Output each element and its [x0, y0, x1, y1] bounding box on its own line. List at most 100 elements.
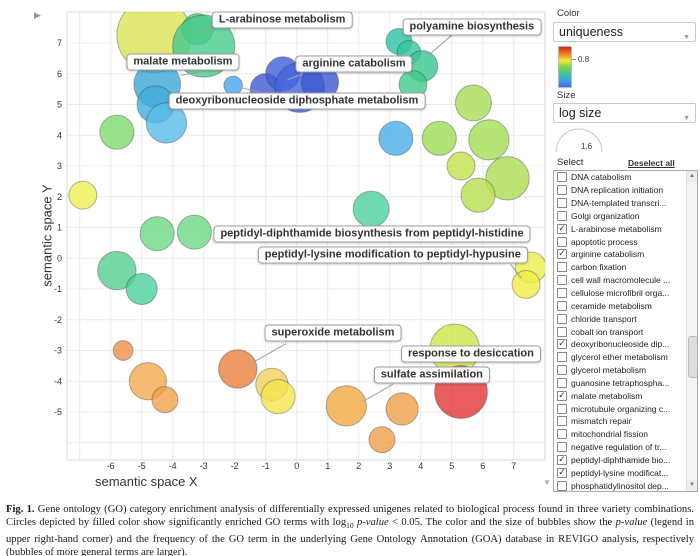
term-callout-label[interactable]: deoxyribonucleoside diphosphate metaboli… — [168, 92, 426, 110]
go-term-list-item[interactable]: cellulose microfibril orga... — [554, 287, 697, 300]
deselect-all-link[interactable]: Deselect all — [628, 158, 675, 168]
go-term-bubble[interactable] — [421, 120, 457, 156]
go-term-list-item[interactable]: ✓ malate metabolism — [554, 389, 697, 402]
go-term-bubble[interactable] — [125, 273, 158, 305]
checkbox-icon[interactable] — [557, 288, 567, 299]
checkbox-icon[interactable] — [557, 326, 567, 337]
checkbox-icon[interactable] — [557, 236, 567, 247]
go-term-list-item[interactable]: ✓ arginine catabolism — [554, 248, 697, 261]
go-term-bubble[interactable] — [468, 119, 510, 161]
go-term-list-item[interactable]: ✓ peptidyl-lysine modificat... — [554, 466, 697, 479]
checkbox-icon[interactable] — [557, 172, 567, 183]
checkbox-icon[interactable] — [557, 365, 567, 376]
term-callout-label[interactable]: response to desiccation — [400, 345, 541, 363]
go-term-list-item[interactable]: phosphatidylinositol dep... — [554, 479, 697, 491]
go-term-list-item[interactable]: cell wall macromolecule ... — [554, 274, 697, 287]
go-term-bubble[interactable] — [218, 349, 258, 389]
go-term-bubble[interactable] — [385, 392, 419, 426]
caption-text: p-value — [615, 517, 648, 529]
checkbox-icon[interactable] — [557, 275, 567, 286]
term-callout-label[interactable]: malate metabolism — [126, 53, 240, 71]
go-term-label: L-arabinose metabolism — [571, 223, 662, 234]
checkbox-icon[interactable] — [557, 185, 567, 196]
go-term-list-item[interactable]: ✓ peptidyl-diphthamide bio... — [554, 454, 697, 467]
checkbox-icon[interactable] — [557, 352, 567, 363]
go-term-bubble[interactable] — [511, 269, 541, 299]
scrollbar-thumb[interactable] — [688, 336, 697, 378]
collapse-arrow-icon[interactable]: ▶ — [34, 10, 41, 20]
scroll-up-icon[interactable]: ▲ — [687, 171, 697, 182]
go-term-bubble[interactable] — [97, 250, 137, 291]
color-dropdown[interactable]: uniqueness ▼ — [553, 22, 696, 42]
term-callout-label[interactable]: peptidyl-lysine modification to peptidyl… — [257, 246, 528, 264]
callout-connector — [363, 383, 394, 402]
go-term-bubble[interactable] — [145, 102, 188, 144]
go-term-bubble[interactable] — [485, 156, 530, 201]
go-term-bubble[interactable] — [260, 379, 296, 415]
go-term-bubble[interactable] — [139, 216, 175, 252]
checkbox-checked-icon[interactable]: ✓ — [557, 389, 567, 401]
checkbox-icon[interactable] — [557, 429, 567, 440]
go-term-list-item[interactable]: guanosine tetraphospha... — [554, 377, 697, 390]
checkbox-icon[interactable] — [557, 377, 567, 388]
select-panel-title: Select — [557, 157, 584, 168]
go-term-bubble[interactable] — [176, 214, 212, 250]
checkbox-icon[interactable] — [557, 480, 567, 491]
term-callout-label[interactable]: L-arabinose metabolism — [211, 11, 353, 29]
go-term-list-item[interactable]: cobalt ion transport — [554, 325, 697, 338]
scroll-down-icon[interactable]: ▼ — [543, 478, 551, 487]
checkbox-icon[interactable] — [557, 300, 567, 311]
term-callout-label[interactable]: superoxide metabolism — [264, 324, 402, 342]
checkbox-icon[interactable] — [557, 210, 567, 221]
go-term-list-item[interactable]: glycerol ether metabolism — [554, 351, 697, 364]
term-callout-label[interactable]: peptidyl-diphthamide biosynthesis from p… — [213, 225, 531, 243]
checkbox-checked-icon[interactable]: ✓ — [557, 248, 567, 260]
y-tick-label: -1 — [54, 284, 62, 294]
checkbox-icon[interactable] — [557, 403, 567, 414]
scroll-down-icon[interactable]: ▼ — [687, 480, 697, 491]
go-term-bubble[interactable] — [325, 385, 367, 427]
go-term-bubble[interactable] — [454, 84, 492, 122]
go-term-bubble[interactable] — [99, 114, 135, 150]
go-term-list-item[interactable]: DNA-templated transcri... — [554, 197, 697, 210]
checkbox-icon[interactable] — [557, 262, 567, 273]
go-term-bubble[interactable] — [368, 426, 396, 454]
checkbox-icon[interactable] — [557, 416, 567, 427]
checkbox-icon[interactable] — [557, 313, 567, 324]
go-term-list-item[interactable]: Golgi organization — [554, 210, 697, 223]
go-term-bubble[interactable] — [378, 120, 414, 156]
go-term-bubble[interactable] — [446, 151, 476, 181]
go-term-list-item[interactable]: carbon fixation — [554, 261, 697, 274]
go-term-bubble[interactable] — [352, 190, 390, 228]
checkbox-icon[interactable] — [557, 198, 567, 209]
go-term-list-item[interactable]: negative regulation of tr... — [554, 441, 697, 454]
checkbox-checked-icon[interactable]: ✓ — [557, 453, 567, 465]
checkbox-checked-icon[interactable]: ✓ — [557, 338, 567, 350]
go-term-bubble[interactable] — [151, 386, 179, 414]
go-term-bubble[interactable] — [460, 177, 496, 213]
go-term-list-item[interactable]: ✓ L-arabinose metabolism — [554, 222, 697, 235]
go-term-label: negative regulation of tr... — [571, 442, 667, 453]
size-dropdown[interactable]: log size ▼ — [553, 103, 696, 123]
go-term-list-item[interactable]: DNA catabolism — [554, 171, 697, 184]
checkbox-checked-icon[interactable]: ✓ — [557, 222, 567, 234]
go-term-list-item[interactable]: mismatch repair — [554, 415, 697, 428]
go-term-list-item[interactable]: ✓ deoxyribonucleoside dip... — [554, 338, 697, 351]
term-callout-label[interactable]: polyamine biosynthesis — [402, 18, 542, 36]
term-callout-label[interactable]: arginine catabolism — [295, 55, 413, 73]
go-term-list-item[interactable]: mitochondrial fission — [554, 428, 697, 441]
go-term-list-item[interactable]: DNA replication initiation — [554, 184, 697, 197]
callout-connector — [205, 28, 217, 32]
checkbox-checked-icon[interactable]: ✓ — [557, 466, 567, 478]
go-term-list-item[interactable]: glycerol metabolism — [554, 364, 697, 377]
checkbox-icon[interactable] — [557, 442, 567, 453]
go-term-bubble[interactable] — [68, 180, 98, 210]
go-term-bubble[interactable] — [112, 340, 134, 361]
go-term-list-item[interactable]: ceramide metabolism — [554, 299, 697, 312]
listbox-scrollbar[interactable]: ▲ ▼ — [686, 171, 697, 491]
x-tick-label: -4 — [169, 461, 177, 471]
go-term-list-item[interactable]: microtubule organizing c... — [554, 402, 697, 415]
term-callout-label[interactable]: sulfate assimilation — [373, 366, 490, 384]
go-term-list-item[interactable]: chloride transport — [554, 312, 697, 325]
go-term-list-item[interactable]: apoptotic process — [554, 235, 697, 248]
